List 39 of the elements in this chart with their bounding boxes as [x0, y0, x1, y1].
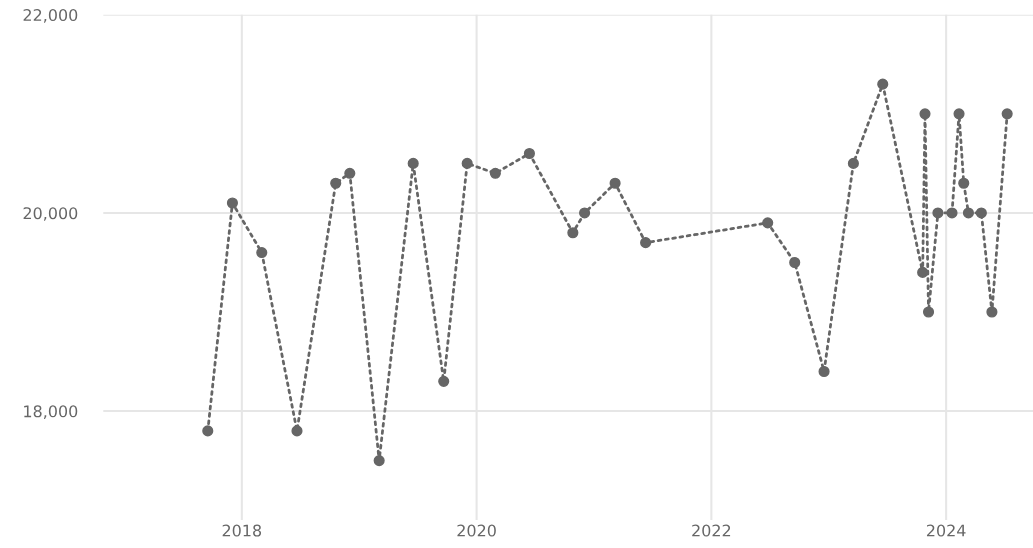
point: [461, 157, 473, 169]
point: [847, 157, 859, 169]
point: [975, 207, 987, 219]
point: [344, 167, 356, 179]
point: [579, 207, 591, 219]
y-tick-label: 22,000: [23, 9, 78, 23]
point: [919, 108, 931, 120]
point: [523, 147, 535, 160]
point: [567, 227, 579, 239]
point: [226, 197, 238, 209]
point: [958, 177, 970, 189]
point: [609, 177, 621, 189]
point: [962, 207, 974, 219]
point: [762, 217, 774, 229]
x-tick-label: 2020: [457, 524, 496, 537]
y-tick-label: 20,000: [23, 207, 78, 221]
point: [932, 207, 944, 219]
point: [922, 306, 935, 318]
point: [330, 177, 342, 189]
y-tick-label: 18,000: [24, 405, 78, 419]
point: [789, 256, 801, 269]
point: [953, 108, 965, 120]
point: [256, 247, 268, 259]
point: [986, 306, 998, 318]
point: [917, 266, 929, 278]
point: [489, 167, 501, 179]
point: [818, 365, 830, 378]
point: [291, 425, 303, 437]
point: [1001, 108, 1013, 120]
point: [438, 375, 450, 387]
point: [202, 425, 214, 437]
point: [407, 157, 419, 169]
x-tick-label: 2022: [692, 524, 731, 537]
point: [877, 78, 889, 90]
point: [640, 237, 652, 249]
x-tick-label: 2018: [222, 524, 262, 537]
point: [946, 207, 958, 219]
point: [373, 455, 385, 467]
x-tick-label: 2024: [926, 524, 966, 537]
